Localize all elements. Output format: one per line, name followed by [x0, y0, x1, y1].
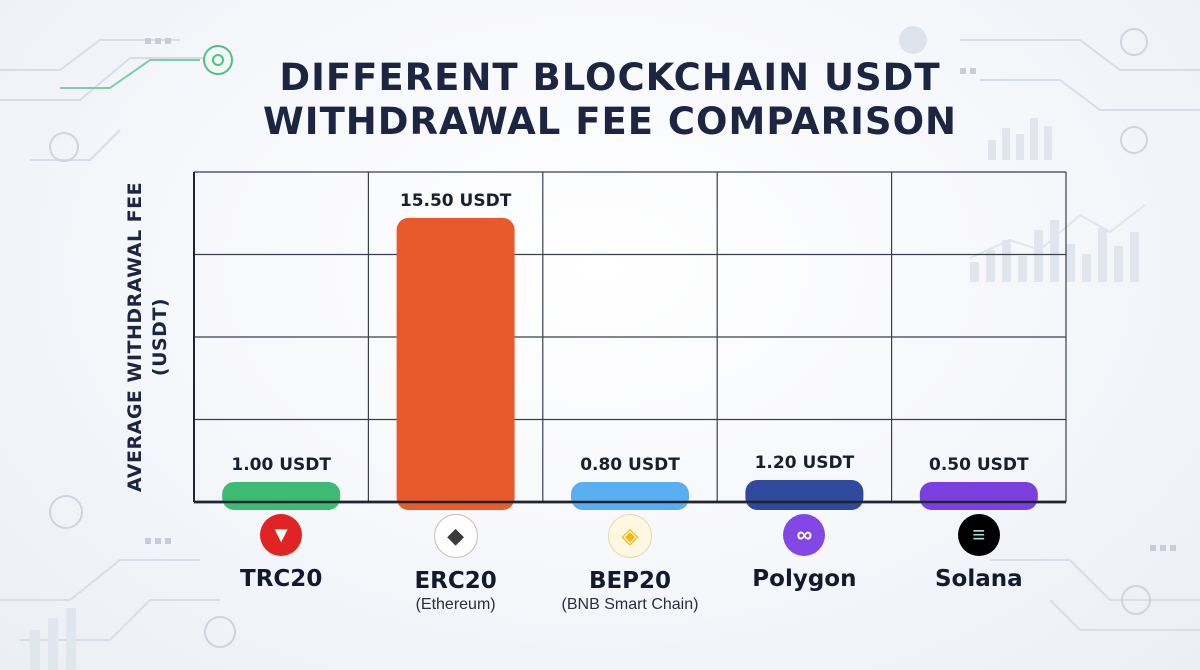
category-label: TRC20: [240, 566, 323, 592]
polygon-icon: ∞: [783, 514, 826, 556]
tron-icon: ▼: [260, 514, 303, 556]
category-trc20: ▼ TRC20: [191, 510, 371, 592]
chart-title-line-2: WITHDRAWAL FEE COMPARISON: [262, 100, 958, 143]
category-sublabel: (BNB Smart Chain): [561, 596, 699, 613]
data-label: 0.80 USDT: [580, 455, 680, 475]
data-label: 1.20 USDT: [755, 453, 855, 473]
category-erc20: ◆ ERC20 (Ethereum): [366, 510, 546, 616]
bar-bep20: [571, 482, 689, 510]
data-label: 15.50 USDT: [400, 191, 512, 211]
category-label: Solana: [934, 566, 1023, 592]
category-label: Polygon: [752, 566, 857, 592]
category-bep20: ◈ BEP20 (BNB Smart Chain): [540, 510, 720, 616]
chart-title-line-1: DIFFERENT BLOCKCHAIN USDT: [279, 56, 941, 99]
data-label: 1.00 USDT: [231, 455, 331, 475]
category-label: BEP20: [588, 568, 672, 594]
category-polygon: ∞ Polygon: [714, 510, 894, 592]
bar-polygon: [745, 480, 864, 510]
category-solana: ≡ Solana: [889, 510, 1069, 592]
data-label: 0.50 USDT: [929, 455, 1029, 475]
ethereum-icon: ◆: [433, 514, 478, 558]
bar-trc20: [222, 482, 341, 510]
category-label: ERC20: [414, 568, 497, 594]
bnb-icon: ◈: [608, 514, 652, 558]
solana-icon: ≡: [957, 514, 1000, 556]
chart-title: DIFFERENT BLOCKCHAIN USDT WITHDRAWAL FEE…: [200, 56, 1020, 144]
bar-solana: [919, 482, 1038, 510]
category-sublabel: (Ethereum): [415, 596, 496, 613]
bar-erc20: [396, 217, 515, 511]
